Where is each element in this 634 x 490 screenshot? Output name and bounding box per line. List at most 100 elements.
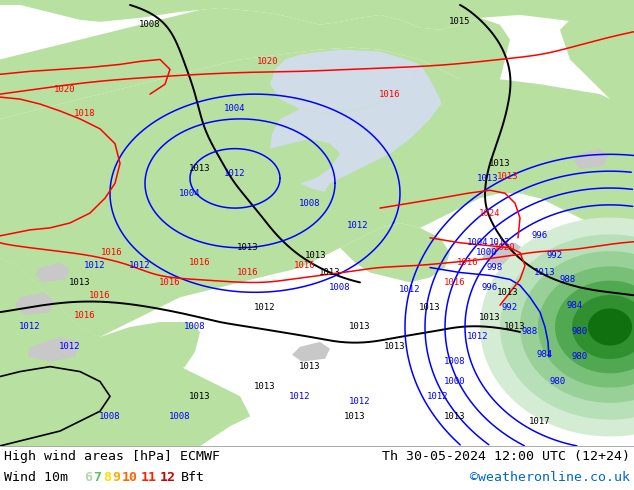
Text: Th 30-05-2024 12:00 UTC (12+24): Th 30-05-2024 12:00 UTC (12+24) [382, 450, 630, 464]
Text: 12: 12 [160, 471, 176, 485]
Text: 1008: 1008 [299, 198, 321, 208]
Polygon shape [588, 309, 632, 345]
Text: 1008: 1008 [329, 283, 351, 292]
Polygon shape [0, 258, 250, 446]
Polygon shape [28, 337, 80, 362]
Polygon shape [520, 251, 634, 403]
Text: 1016: 1016 [89, 291, 111, 300]
Text: 992: 992 [547, 251, 563, 260]
Polygon shape [555, 281, 634, 373]
Text: 1012: 1012 [289, 392, 311, 401]
Polygon shape [35, 263, 70, 282]
Text: 1004: 1004 [467, 238, 489, 247]
Polygon shape [270, 139, 340, 183]
Polygon shape [0, 8, 510, 119]
Polygon shape [572, 295, 634, 359]
Polygon shape [573, 148, 608, 169]
Text: 1016: 1016 [190, 258, 210, 267]
Polygon shape [280, 79, 634, 272]
Text: 1013: 1013 [419, 303, 441, 312]
Polygon shape [98, 322, 200, 382]
Text: 1008: 1008 [100, 412, 120, 421]
Text: 1013: 1013 [190, 164, 210, 173]
Text: 1013: 1013 [444, 412, 466, 421]
Text: 1000: 1000 [444, 377, 466, 386]
Text: 1008: 1008 [139, 20, 161, 29]
Polygon shape [0, 0, 634, 30]
Text: 1013: 1013 [504, 322, 526, 332]
Text: 1020: 1020 [495, 243, 515, 252]
Polygon shape [480, 218, 634, 437]
Text: 1013: 1013 [497, 172, 519, 181]
Text: 1016: 1016 [457, 258, 479, 267]
Text: 1013: 1013 [477, 174, 499, 183]
Text: 11: 11 [141, 471, 157, 485]
Text: 1013: 1013 [479, 313, 501, 321]
Text: 9: 9 [112, 471, 120, 485]
Polygon shape [0, 258, 250, 446]
Text: 984: 984 [537, 350, 553, 359]
Text: Wind 10m: Wind 10m [4, 471, 68, 485]
Text: 980: 980 [572, 327, 588, 337]
Text: 1013: 1013 [299, 362, 321, 371]
Text: 1008: 1008 [169, 412, 191, 421]
Text: 8: 8 [103, 471, 111, 485]
Text: 1012: 1012 [467, 332, 489, 342]
Polygon shape [482, 243, 525, 266]
Text: 1020: 1020 [257, 57, 279, 66]
Text: 1012: 1012 [59, 343, 81, 351]
Text: 1012: 1012 [349, 397, 371, 406]
Text: 980: 980 [572, 352, 588, 361]
Text: 1012: 1012 [129, 261, 151, 270]
Text: Bft: Bft [181, 471, 205, 485]
Text: 1012: 1012 [254, 303, 276, 312]
Polygon shape [340, 223, 450, 282]
Text: 1012: 1012 [399, 285, 421, 294]
Text: 1013: 1013 [534, 268, 556, 277]
Text: 1012: 1012 [84, 261, 106, 270]
Text: 1013: 1013 [305, 251, 327, 260]
Text: 1016: 1016 [379, 90, 401, 98]
Text: 6: 6 [84, 471, 92, 485]
Text: 1016: 1016 [74, 311, 96, 319]
Text: 1013: 1013 [237, 243, 259, 252]
Polygon shape [0, 48, 470, 337]
Text: 1012: 1012 [19, 322, 41, 332]
Polygon shape [538, 267, 634, 388]
Polygon shape [480, 107, 634, 203]
Polygon shape [15, 293, 55, 315]
Text: 988: 988 [560, 275, 576, 284]
Text: 1016: 1016 [294, 261, 316, 270]
Text: 1013: 1013 [384, 343, 406, 351]
Text: 1000: 1000 [476, 248, 498, 257]
Text: 1016: 1016 [237, 268, 259, 277]
Text: 984: 984 [567, 301, 583, 310]
Polygon shape [250, 159, 275, 183]
Text: 1008: 1008 [444, 357, 466, 366]
Polygon shape [525, 263, 575, 285]
Text: ©weatheronline.co.uk: ©weatheronline.co.uk [470, 471, 630, 485]
Polygon shape [560, 0, 634, 119]
Text: 1012: 1012 [427, 392, 449, 401]
Text: 1012: 1012 [224, 169, 246, 178]
Text: 1017: 1017 [529, 416, 551, 426]
Text: 1004: 1004 [224, 104, 246, 114]
Text: 1020: 1020 [55, 85, 75, 94]
Text: 1015: 1015 [450, 17, 471, 26]
Text: 996: 996 [532, 231, 548, 240]
Text: 1013: 1013 [489, 159, 511, 168]
Text: 1013: 1013 [69, 278, 91, 287]
Text: 980: 980 [550, 377, 566, 386]
Text: 1004: 1004 [179, 189, 201, 198]
Text: 7: 7 [93, 471, 101, 485]
Text: 998: 998 [487, 263, 503, 272]
Polygon shape [270, 49, 420, 114]
Text: 10: 10 [122, 471, 138, 485]
Polygon shape [270, 64, 445, 193]
Text: 1012: 1012 [347, 221, 369, 230]
Text: 996: 996 [482, 283, 498, 292]
Text: High wind areas [hPa] ECMWF: High wind areas [hPa] ECMWF [4, 450, 220, 464]
Text: 988: 988 [522, 327, 538, 337]
Text: 1016: 1016 [159, 278, 181, 287]
Text: 992: 992 [502, 303, 518, 312]
